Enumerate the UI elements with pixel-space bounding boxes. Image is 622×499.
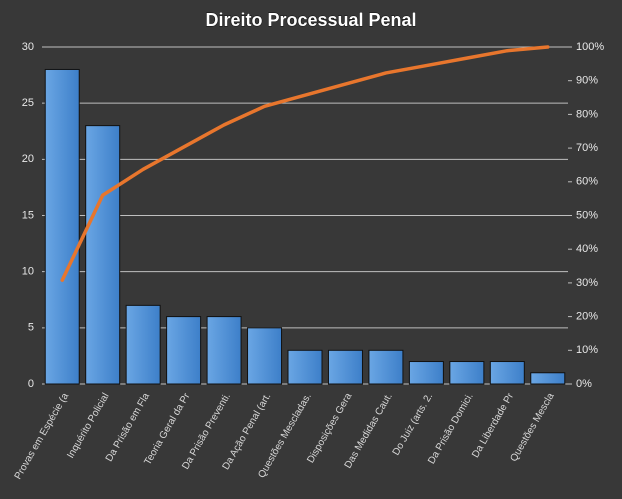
y2-tick-label: 50% [576, 209, 598, 221]
bar [125, 304, 161, 385]
y2-tick-label: 80% [576, 108, 598, 120]
bar [489, 361, 525, 385]
bar [247, 327, 283, 385]
y-tick-label: 15 [22, 209, 34, 221]
y2-tick-label: 10% [576, 344, 598, 356]
y-tick-label: 20 [22, 153, 34, 165]
y2-tick-label: 90% [576, 75, 598, 87]
bar [287, 349, 323, 385]
y-tick-label: 10 [22, 266, 34, 278]
bar [44, 68, 80, 385]
bar [327, 349, 363, 385]
bar [530, 372, 566, 385]
y-tick-label: 30 [22, 41, 34, 53]
y2-tick-label: 20% [576, 311, 598, 323]
y-tick-label: 5 [28, 322, 34, 334]
bar [368, 349, 404, 385]
y-tick-label: 25 [22, 97, 34, 109]
y2-tick-label: 70% [576, 142, 598, 154]
bar [449, 361, 485, 385]
y-tick-label: 0 [28, 378, 34, 390]
y2-tick-label: 30% [576, 277, 598, 289]
y2-tick-label: 100% [576, 41, 604, 53]
y2-tick-label: 60% [576, 176, 598, 188]
bar [408, 361, 444, 385]
bar [166, 316, 202, 385]
y2-tick-label: 0% [576, 378, 592, 390]
y2-tick-label: 40% [576, 243, 598, 255]
chart-title: Direito Processual Penal [205, 10, 416, 30]
bar [85, 125, 121, 385]
line [60, 45, 550, 282]
bar [206, 316, 242, 385]
